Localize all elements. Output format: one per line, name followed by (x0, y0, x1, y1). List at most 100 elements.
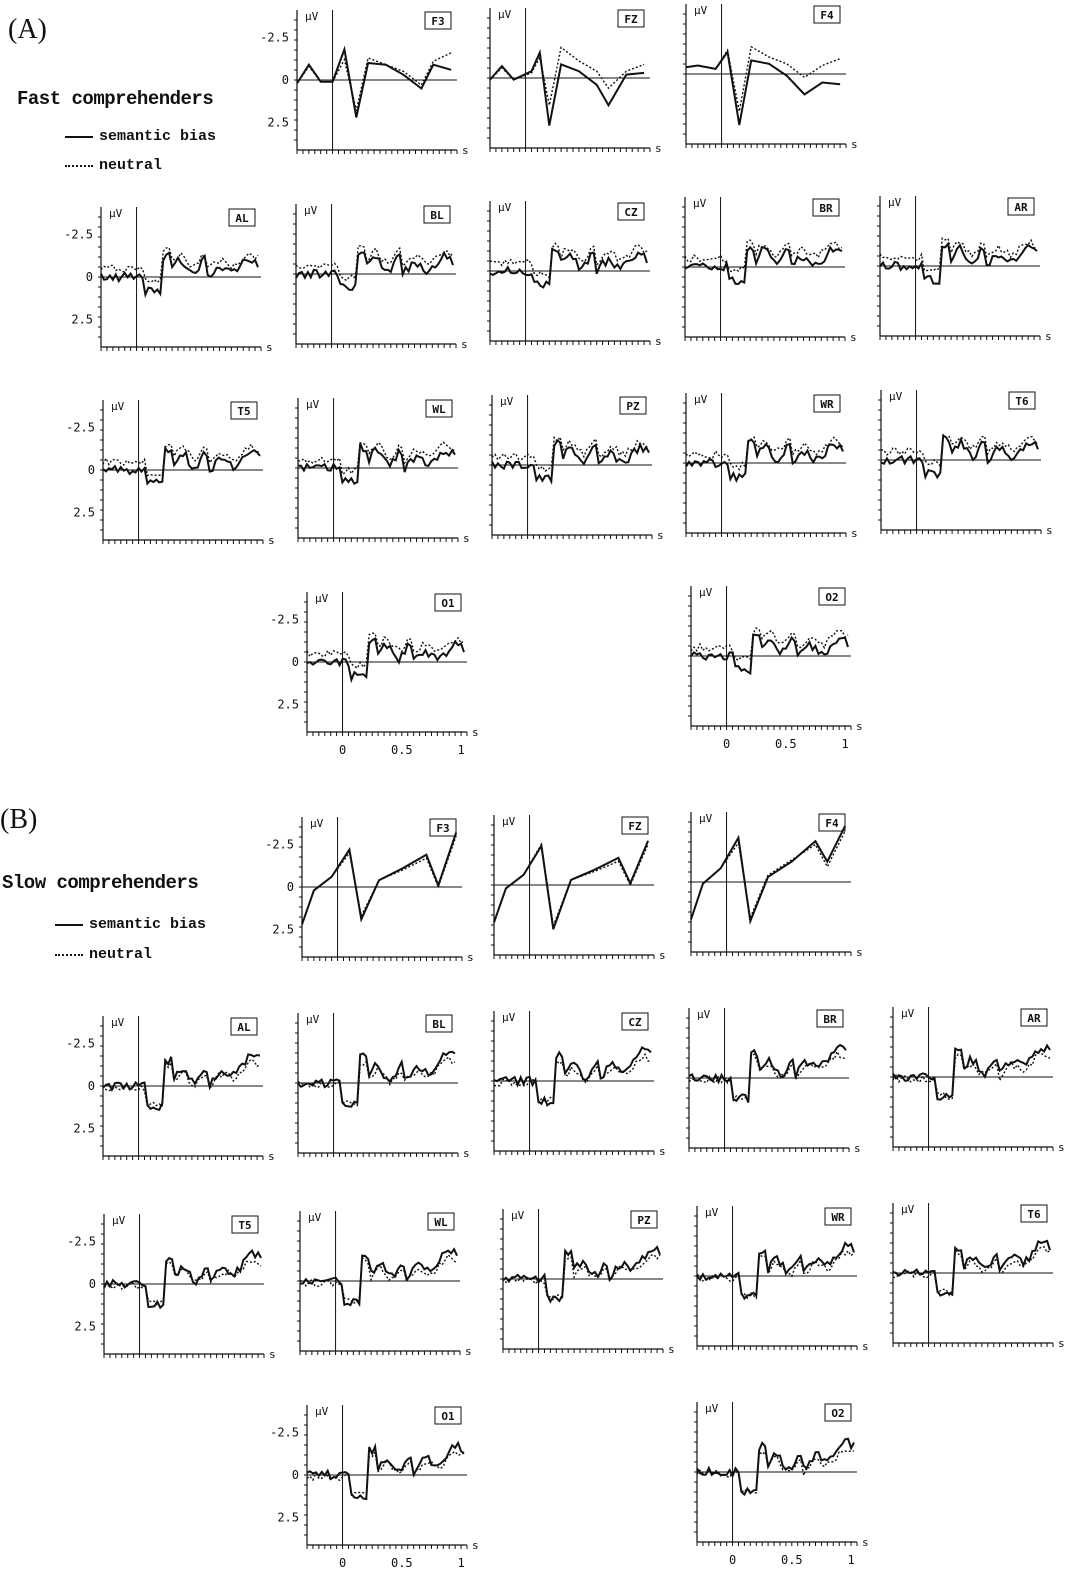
x-unit-label: s (266, 341, 273, 354)
y-unit-label: µV (901, 1007, 915, 1020)
y-unit-label: µV (705, 1402, 719, 1415)
series-neutral (306, 632, 465, 670)
x-unit-label: s (856, 946, 863, 959)
electrode-label: BR (823, 1013, 837, 1026)
electrode-label-box (228, 208, 256, 227)
series-semantic-bias (489, 247, 648, 289)
electrode-label-box (630, 1210, 658, 1229)
electrode-label: F3 (431, 15, 444, 28)
electrode-label: AL (235, 212, 249, 225)
x-unit-label: s (269, 1348, 276, 1361)
electrode-label: O1 (441, 597, 455, 610)
y-tick-label: 0 (292, 1468, 299, 1482)
series-semantic-bias (100, 251, 259, 299)
y-unit-label: µV (109, 207, 123, 220)
series-semantic-bias (880, 433, 1039, 481)
electrode-label: F4 (820, 9, 834, 22)
y-tick-label: 0 (292, 655, 299, 669)
electrode-label-box (425, 399, 453, 418)
series-neutral (493, 1052, 652, 1105)
erp-panel-A-O1-left: µV s O1 -2.5 0 2.5 0 0.5 1 (270, 592, 479, 757)
electrode-label-box (818, 587, 846, 606)
erp-panel-A-T6: µV s T6 (878, 390, 1053, 537)
y-unit-label: µV (699, 586, 713, 599)
series-semantic-bias (306, 1440, 465, 1501)
series-neutral (102, 1058, 261, 1108)
x-unit-label: s (467, 951, 474, 964)
erp-panel-B-F3-left: µV s F3 -2.5 0 2.5 (265, 817, 474, 964)
x-unit-label: s (655, 335, 662, 348)
erp-panel-A-O2: µV s O2 0 0.5 1 (688, 586, 863, 751)
erp-panel-A-F4: µV s F4 (683, 4, 858, 151)
electrode-label: BL (430, 209, 444, 222)
x-unit-label: s (472, 726, 479, 739)
series-semantic-bias (690, 825, 846, 925)
series-semantic-bias (690, 633, 849, 676)
x-tick-label: 1 (457, 743, 464, 757)
y-tick-label: 2.5 (272, 923, 294, 937)
series-neutral (690, 627, 849, 662)
series-neutral (100, 247, 259, 284)
series-semantic-bias (491, 439, 650, 485)
electrode-label-box (434, 1406, 462, 1425)
electrode-label-box (424, 11, 452, 30)
series-neutral (502, 1254, 661, 1301)
erp-panel-B-FZ: µV s FZ (491, 815, 666, 962)
x-unit-label: s (463, 532, 470, 545)
series-semantic-bias (102, 1053, 261, 1111)
erp-panel-A-WR: µV s WR (683, 393, 858, 540)
electrode-label: CZ (624, 206, 638, 219)
series-neutral (491, 435, 650, 473)
electrode-label-box (231, 1215, 259, 1234)
electrode-label-box (1020, 1204, 1048, 1223)
series-neutral (880, 433, 1039, 469)
y-tick-label: 0 (88, 1079, 95, 1093)
electrode-label-box (617, 202, 645, 221)
electrode-label: WL (432, 403, 446, 416)
y-tick-label: -2.5 (64, 228, 93, 242)
electrode-label: T6 (1027, 1208, 1041, 1221)
electrode-label-box (429, 818, 457, 837)
electrode-label: AL (237, 1021, 251, 1034)
erp-panel-B-BR: µV s BR (686, 1008, 861, 1155)
electrode-label: BR (819, 202, 833, 215)
electrode-label: F3 (436, 822, 449, 835)
electrode-label-box (816, 1009, 844, 1028)
erp-panel-A-CZ: µV s CZ (487, 201, 662, 348)
electrode-label: PZ (637, 1214, 651, 1227)
x-unit-label: s (851, 138, 858, 151)
y-unit-label: µV (111, 400, 125, 413)
legend-label-dotted: neutral (99, 157, 163, 174)
y-unit-label: µV (112, 1214, 126, 1227)
erp-panel-B-AR: µV s AR (890, 1007, 1065, 1154)
y-tick-label: -2.5 (270, 1426, 299, 1440)
erp-panel-A-PZ: µV s PZ (489, 395, 664, 542)
y-tick-label: 2.5 (267, 116, 289, 130)
series-semantic-bias (296, 45, 452, 118)
series-semantic-bias (685, 49, 841, 126)
group-title-fast: Fast comprehenders (17, 88, 214, 110)
series-semantic-bias (493, 840, 650, 930)
electrode-label: CZ (628, 1016, 642, 1029)
series-neutral (685, 45, 841, 112)
erp-panel-A-F3-left: µV s F3 -2.5 0 2.5 (260, 10, 469, 157)
y-tick-label: -2.5 (67, 1235, 96, 1249)
electrode-label-box (434, 593, 462, 612)
erp-panel-A-T5-left: µV s T5 -2.5 0 2.5 (66, 400, 275, 547)
electrode-label: WR (831, 1211, 845, 1224)
y-tick-label: 0 (89, 1277, 96, 1291)
y-unit-label: µV (694, 393, 708, 406)
electrode-label: T6 (1015, 395, 1029, 408)
y-unit-label: µV (304, 204, 318, 217)
x-tick-label: 1 (841, 737, 848, 751)
electrode-label-box (813, 394, 841, 413)
x-unit-label: s (862, 1340, 869, 1353)
x-tick-label: 0.5 (775, 737, 797, 751)
y-tick-label: 0 (282, 73, 289, 87)
x-tick-label: 0 (723, 737, 730, 751)
y-unit-label: µV (705, 1206, 719, 1219)
erp-panel-A-AL-left: µV s AL -2.5 0 2.5 (64, 207, 273, 354)
series-neutral (102, 442, 261, 477)
legend-dotted-b: neutral (55, 946, 152, 963)
x-unit-label: s (462, 144, 469, 157)
